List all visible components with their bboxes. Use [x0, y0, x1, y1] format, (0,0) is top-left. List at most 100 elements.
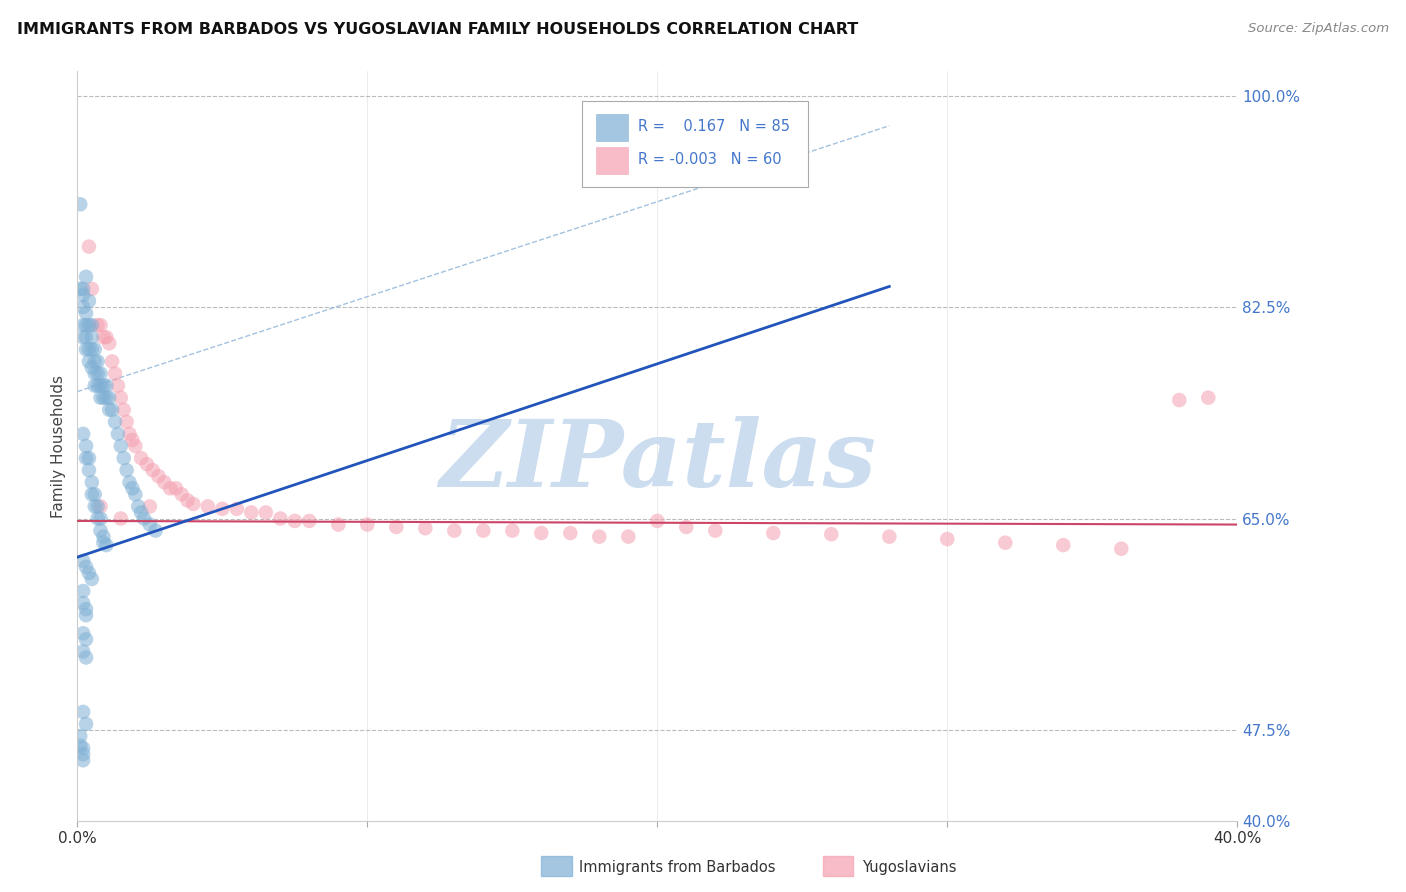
Point	[75, 451, 97, 466]
Point	[69, 197, 91, 211]
Point	[75, 650, 97, 665]
FancyBboxPatch shape	[582, 102, 808, 187]
Point	[72, 300, 94, 314]
Point	[112, 451, 135, 466]
Point	[994, 535, 1017, 549]
Point	[86, 511, 108, 525]
Point	[284, 514, 307, 528]
Point	[165, 481, 187, 495]
Text: Source: ZipAtlas.com: Source: ZipAtlas.com	[1249, 22, 1389, 36]
Point	[127, 500, 149, 514]
Point	[877, 530, 901, 544]
Point	[80, 487, 103, 501]
Point	[86, 378, 108, 392]
Text: IMMIGRANTS FROM BARBADOS VS YUGOSLAVIAN FAMILY HOUSEHOLDS CORRELATION CHART: IMMIGRANTS FROM BARBADOS VS YUGOSLAVIAN …	[17, 22, 858, 37]
Point	[145, 524, 167, 538]
Point	[83, 487, 105, 501]
Text: Immigrants from Barbados: Immigrants from Barbados	[579, 860, 776, 874]
Point	[72, 596, 94, 610]
Point	[86, 367, 108, 381]
Point	[96, 538, 118, 552]
Point	[560, 526, 582, 541]
Point	[75, 318, 97, 333]
Point	[93, 535, 115, 549]
Point	[112, 402, 135, 417]
Point	[98, 391, 121, 405]
Point	[72, 554, 94, 568]
Point	[153, 475, 176, 490]
Point	[75, 717, 97, 731]
Point	[1052, 538, 1074, 552]
Point	[69, 282, 91, 296]
Point	[704, 524, 727, 538]
Point	[72, 584, 94, 599]
Point	[107, 378, 129, 392]
Point	[356, 517, 378, 532]
Point	[936, 532, 959, 546]
Point	[77, 318, 100, 333]
Point	[96, 391, 118, 405]
Point	[183, 497, 205, 511]
Point	[72, 644, 94, 658]
Point	[530, 526, 553, 541]
Point	[80, 282, 103, 296]
Point	[617, 530, 640, 544]
Point	[762, 526, 785, 541]
Point	[118, 426, 141, 441]
Point	[1197, 391, 1219, 405]
Point	[110, 511, 132, 525]
Text: ZIPatlas: ZIPatlas	[439, 416, 876, 506]
Point	[647, 514, 669, 528]
Point	[121, 433, 143, 447]
Point	[72, 282, 94, 296]
Point	[385, 520, 408, 534]
Point	[110, 391, 132, 405]
Point	[83, 354, 105, 368]
Point	[129, 506, 152, 520]
Point	[269, 511, 291, 525]
Point	[75, 269, 97, 284]
Y-axis label: Family Households: Family Households	[51, 375, 66, 517]
Point	[124, 439, 146, 453]
Point	[142, 463, 165, 477]
Point	[83, 378, 105, 392]
Point	[96, 378, 118, 392]
Point	[139, 500, 162, 514]
Point	[93, 378, 115, 392]
Point	[75, 343, 97, 357]
Point	[588, 530, 610, 544]
Point	[75, 330, 97, 344]
Point	[77, 239, 100, 253]
Point	[72, 288, 94, 302]
Point	[129, 451, 152, 466]
Point	[121, 481, 143, 495]
Point	[90, 524, 111, 538]
Point	[110, 439, 132, 453]
Point	[75, 602, 97, 616]
Point	[75, 306, 97, 320]
Point	[72, 753, 94, 767]
Point	[83, 367, 105, 381]
Point	[75, 559, 97, 574]
Point	[69, 729, 91, 743]
Point	[90, 511, 111, 525]
Point	[72, 626, 94, 640]
Point	[104, 367, 127, 381]
Point	[80, 318, 103, 333]
Point	[472, 524, 495, 538]
Point	[72, 330, 94, 344]
Point	[197, 500, 219, 514]
Point	[86, 500, 108, 514]
Point	[77, 343, 100, 357]
Text: R = -0.003   N = 60: R = -0.003 N = 60	[637, 152, 782, 167]
Point	[104, 415, 127, 429]
Text: Yugoslavians: Yugoslavians	[862, 860, 956, 874]
FancyBboxPatch shape	[596, 147, 628, 174]
Point	[83, 343, 105, 357]
Point	[139, 517, 162, 532]
Point	[77, 566, 100, 580]
Point	[1168, 393, 1191, 408]
Point	[328, 517, 350, 532]
Point	[98, 402, 121, 417]
Point	[501, 524, 523, 538]
